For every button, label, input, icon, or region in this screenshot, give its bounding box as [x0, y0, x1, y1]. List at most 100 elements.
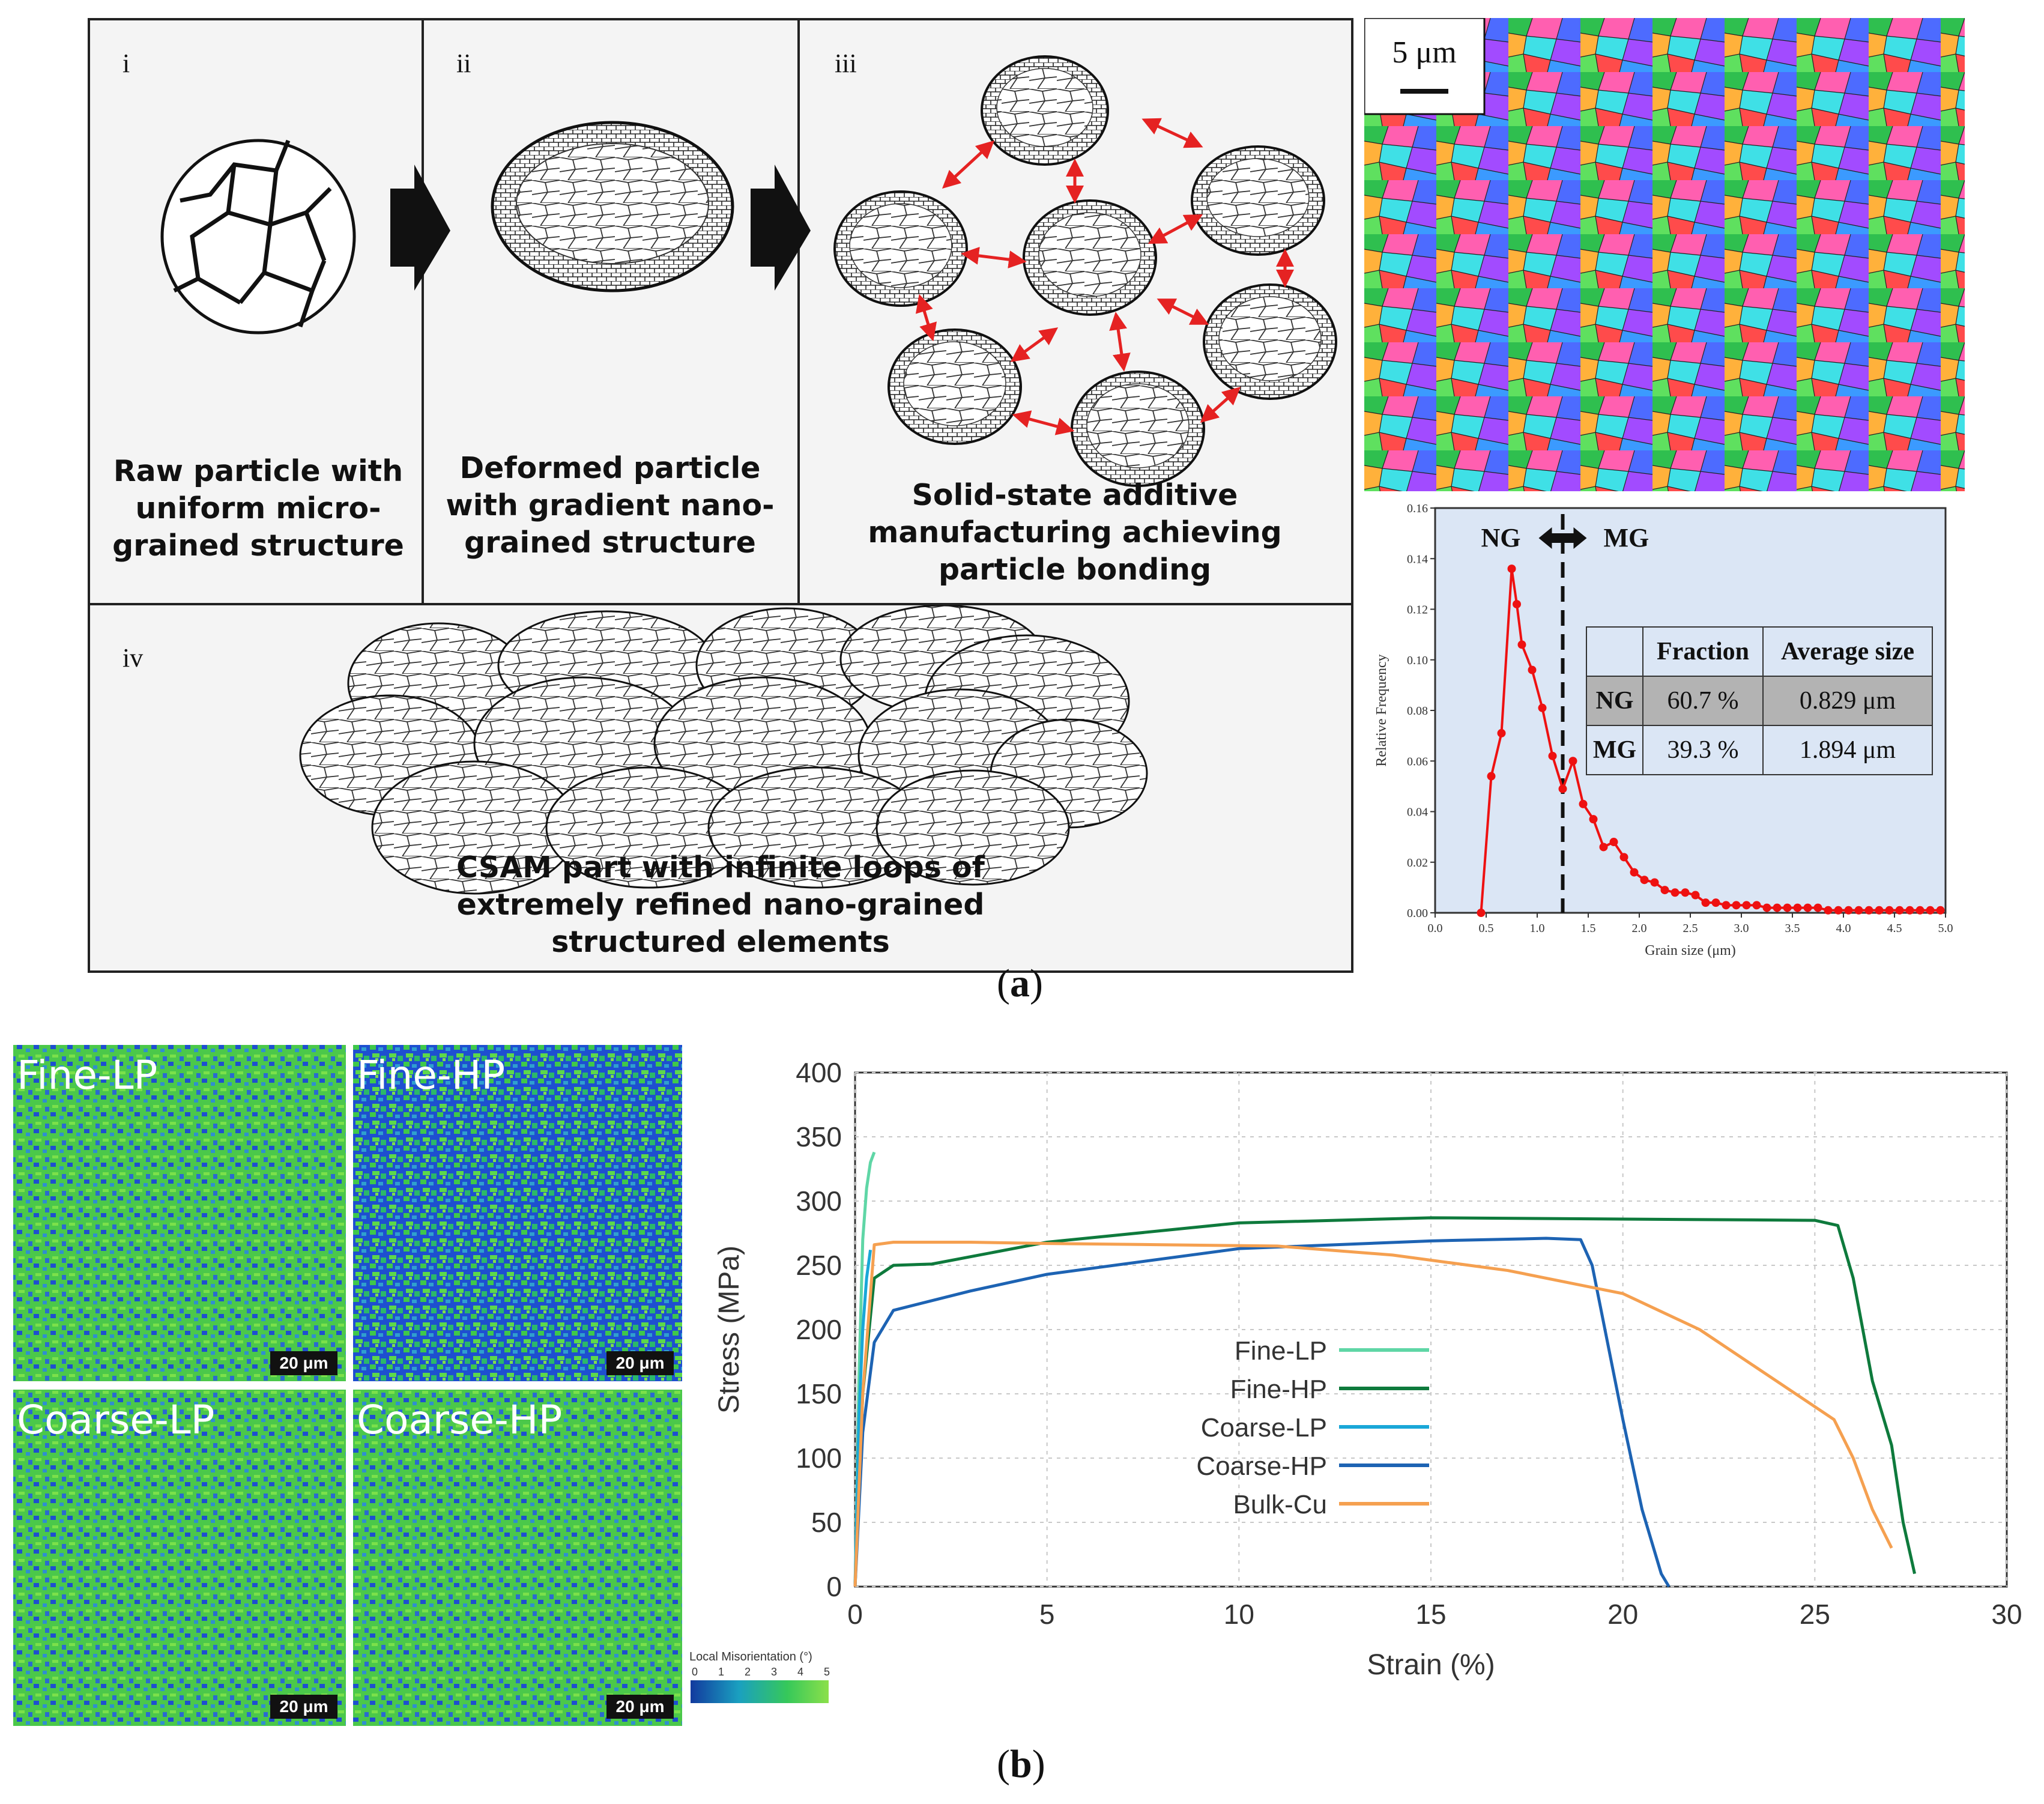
y-tick-label: 200 [796, 1314, 842, 1345]
data-point [1926, 906, 1935, 915]
annotation-ng: NG [1481, 523, 1521, 552]
table-cell [1586, 725, 1643, 775]
series-line-fine-hp [853, 1216, 1916, 1587]
data-point [1803, 903, 1812, 912]
data-point [1844, 906, 1853, 915]
deformed-particle-icon [491, 121, 734, 292]
data-point [1568, 757, 1577, 766]
map-title-coarse-hp: Coarse-HP [357, 1397, 563, 1443]
y-tick-label: 0.08 [1407, 704, 1428, 718]
table-cell [1762, 626, 1933, 677]
panel-b-label: (b) [997, 1742, 1045, 1786]
y-tick-label: 300 [796, 1185, 842, 1217]
data-point [1793, 903, 1802, 912]
data-point [1513, 600, 1521, 609]
data-point [1691, 891, 1700, 900]
table-cell [1586, 676, 1643, 726]
legend-label: Fine-HP [1230, 1375, 1327, 1404]
data-point [1742, 901, 1751, 910]
x-tick-label: 15 [1415, 1599, 1446, 1630]
data-point [1773, 903, 1782, 912]
data-point [1824, 906, 1833, 915]
x-tick-label: 5 [1039, 1599, 1055, 1630]
series-line-bulk-cu [853, 1240, 1893, 1587]
colorbar-tick-label: 1 [718, 1666, 725, 1678]
table-cell [1642, 725, 1764, 775]
y-tick-label: 0.14 [1407, 552, 1428, 566]
scale-bar-label: 20 μm [615, 1354, 665, 1372]
data-point [1528, 665, 1537, 674]
y-tick-label: 350 [796, 1121, 842, 1152]
y-tick-label: 0.12 [1407, 604, 1428, 617]
arrow-icon [390, 165, 450, 291]
double-arrow-icon [1538, 527, 1587, 549]
data-point [1732, 901, 1741, 910]
annotation-mg: MG [1604, 523, 1649, 552]
csam-part-icon [299, 605, 1148, 895]
x-tick-label: 4.0 [1836, 922, 1851, 935]
x-tick-label: 1.5 [1581, 922, 1596, 935]
data-point [1783, 903, 1792, 912]
y-tick-label: 50 [811, 1507, 842, 1538]
scale-bar-label: 5 μm [1392, 35, 1457, 70]
data-point [1885, 906, 1894, 915]
data-point [1813, 903, 1822, 912]
data-point [1660, 886, 1669, 895]
table-cell-text: Fraction [1657, 638, 1749, 665]
colorbar-tick-label: 5 [824, 1666, 830, 1678]
legend-label: Coarse-LP [1201, 1413, 1327, 1442]
panel-numeral-iii: iii [835, 49, 857, 78]
colorbar-title: Local Misorientation (°) [689, 1650, 812, 1663]
x-tick-label: 5.0 [1938, 922, 1953, 935]
x-tick-label: 0.5 [1479, 922, 1494, 935]
table-cell-text: 0.829 μm [1800, 687, 1896, 715]
misorientation-maps [13, 1045, 829, 1726]
y-tick-label: 0.06 [1407, 755, 1428, 768]
data-point [1487, 772, 1496, 781]
colorbar-tick-label: 3 [771, 1666, 778, 1678]
x-tick-label: 2.0 [1632, 922, 1647, 935]
ebsd-grains [1363, 17, 1965, 491]
table-cell-text: Average size [1781, 638, 1914, 665]
panel-a-label: (a) [997, 961, 1043, 1005]
panel-numeral-iv: iv [122, 643, 144, 673]
table-cell [1762, 725, 1933, 775]
data-point [1722, 901, 1731, 910]
ebsd-map: 5 μm [1363, 17, 1965, 491]
y-tick-label: 0.16 [1407, 502, 1428, 515]
y-tick-label: 0.00 [1407, 907, 1428, 920]
data-point [1762, 903, 1771, 912]
x-tick-label: 25 [1800, 1599, 1830, 1630]
y-tick-label: 0 [826, 1571, 842, 1602]
divider [90, 603, 1351, 605]
x-tick-label: 4.5 [1887, 922, 1902, 935]
x-tick-label: 0.0 [1428, 922, 1443, 935]
table-cell [1642, 626, 1764, 677]
y-tick-label: 150 [796, 1378, 842, 1409]
data-point [1915, 906, 1925, 915]
scale-bar-label: 20 μm [279, 1697, 328, 1716]
stress-strain-chart: 0 5 10 15 20 25 30 0 50 100 150 200 250 300 350 400 Stra… [679, 1038, 2042, 1746]
data-point [1711, 898, 1720, 907]
data-point [1752, 901, 1761, 910]
stress-strain-plot: 0 5 10 15 20 25 30050100150200250300350400Stra… [713, 1057, 2022, 1681]
table-cell [1642, 676, 1764, 726]
map-title-coarse-lp: Coarse-LP [17, 1397, 215, 1443]
raw-particle-icon [160, 139, 356, 334]
x-axis-label: Strain (%) [1367, 1649, 1495, 1681]
data-point [1599, 843, 1608, 852]
panel-caption-ii: Deformed particle with gradient nano- gr… [446, 451, 775, 560]
data-point [1630, 868, 1639, 877]
data-point [1497, 728, 1506, 737]
data-point [1609, 838, 1618, 847]
x-tick-label: 2.5 [1683, 922, 1698, 935]
y-tick-label: 100 [796, 1442, 842, 1474]
data-point [1905, 906, 1914, 915]
table-cell-text: MG [1593, 736, 1636, 764]
colorbar-ticks: 0 1 2 3 4 5 [691, 1666, 832, 1678]
schematic-drawings [160, 55, 1337, 487]
y-tick-label: 250 [796, 1250, 842, 1281]
data-point [1834, 906, 1843, 915]
data-point [1864, 906, 1873, 915]
x-tick-label: 30 [1991, 1599, 2022, 1630]
